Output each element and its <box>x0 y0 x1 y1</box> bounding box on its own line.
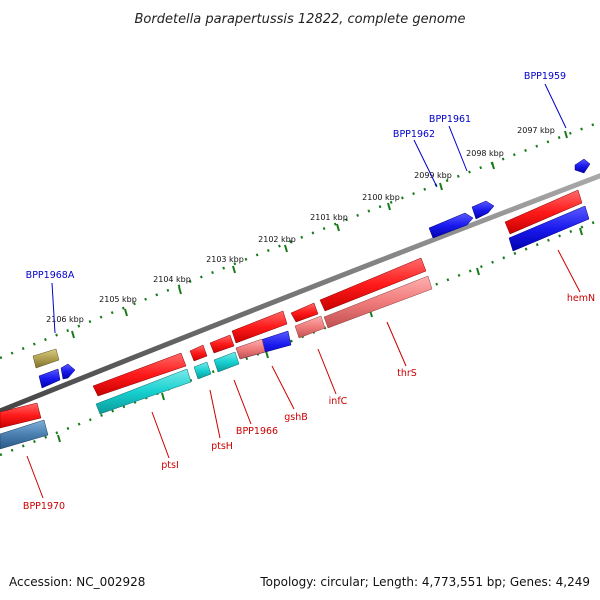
gene-arrow-hemn[interactable] <box>504 189 583 235</box>
ruler-tick-2105 <box>124 308 128 317</box>
ruler-label-2102: 2102 kbp <box>258 235 296 244</box>
ruler-tick-2097 <box>564 130 568 139</box>
leader-bpp1968a <box>51 282 56 334</box>
gene-label-bpp1962[interactable]: BPP1962 <box>393 129 435 140</box>
gene-arrow-bpp1966-cyan[interactable] <box>213 351 240 373</box>
ruler-label-2100: 2100 kbp <box>362 193 400 202</box>
gene-label-ptsh[interactable]: ptsH <box>211 441 233 452</box>
leader-bpp1966 <box>233 379 252 425</box>
ruler-lower-tick <box>579 227 583 236</box>
gene-label-bpp1970[interactable]: BPP1970 <box>23 501 65 512</box>
gene-arrow-blue-left-1[interactable] <box>38 368 61 389</box>
ruler-lower-tick <box>57 434 61 443</box>
ruler-label-2097: 2097 kbp <box>517 126 555 135</box>
genome-backbone <box>0 173 600 414</box>
ruler-lower-tick <box>161 392 165 401</box>
leader-bpp1962 <box>413 139 438 188</box>
gene-labels: BPP1959 BPP1961 BPP1962 BPP1968A hemN th… <box>23 71 595 512</box>
ruler-label-2106: 2106 kbp <box>46 315 84 324</box>
leader-bpp1959 <box>544 83 567 129</box>
ruler-label-2101: 2101 kbp <box>310 213 348 222</box>
gene-arrow-ptsi-cyan[interactable] <box>95 368 192 415</box>
ruler-lower-tick <box>476 267 480 276</box>
gene-label-bpp1968a[interactable]: BPP1968A <box>26 270 75 281</box>
leader-hemn <box>557 249 581 293</box>
gene-label-bpp1959[interactable]: BPP1959 <box>524 71 566 82</box>
gene-arrow-blue-left-2[interactable] <box>60 363 76 380</box>
genome-summary-text: Topology: circular; Length: 4,773,551 bp… <box>259 575 590 589</box>
gene-arrow-bpp1962[interactable] <box>428 212 474 239</box>
accession-text: Accession: NC_002928 <box>9 575 145 589</box>
leader-ptsi <box>151 411 170 459</box>
map-title: Bordetella parapertussis 12822, complete… <box>135 12 466 27</box>
gene-arrow-bpp1961[interactable] <box>471 200 495 220</box>
gene-arrow-ptsh[interactable] <box>189 344 208 362</box>
ruler-tick-2106 <box>71 330 75 339</box>
leader-ptsh <box>209 389 221 439</box>
leader-thrs <box>386 321 407 367</box>
ruler-label-2103: 2103 kbp <box>206 255 244 264</box>
gene-label-ptsi[interactable]: ptsI <box>161 460 179 471</box>
ruler-tick-2102 <box>284 244 288 253</box>
gene-arrow-ptsh-cyan[interactable] <box>193 361 212 380</box>
gene-label-hemn[interactable]: hemN <box>567 293 595 304</box>
gene-label-gshb[interactable]: gshB <box>284 412 308 423</box>
gene-arrow-gshb[interactable] <box>231 310 288 344</box>
leader-gshb <box>271 365 295 410</box>
ruler-label-2104: 2104 kbp <box>153 275 191 284</box>
leader-bpp1970 <box>26 455 44 499</box>
gene-label-infc[interactable]: infC <box>329 396 348 407</box>
gene-arrow-ptsi[interactable] <box>92 352 187 397</box>
gene-arrow-thrs-pink[interactable] <box>323 275 433 329</box>
gene-arrow-bpp1970-steel[interactable] <box>0 419 49 450</box>
gene-arrow-bpp1968a[interactable] <box>32 348 60 369</box>
gene-arrow-bpp1966[interactable] <box>209 334 235 354</box>
ruler-lower-tick <box>265 350 269 359</box>
leader-bpp1961 <box>448 125 468 172</box>
gene-arrow-infc[interactable] <box>290 302 319 323</box>
gene-arrow-gshb-pink[interactable] <box>235 338 266 360</box>
ruler-tick-2099 <box>439 182 443 191</box>
ruler-label-2099: 2099 kbp <box>414 171 452 180</box>
ruler-label-2105: 2105 kbp <box>99 295 137 304</box>
ruler-tick-2098 <box>491 161 495 170</box>
ruler-tick-2100 <box>387 202 391 211</box>
ruler-tick-2103 <box>232 265 236 274</box>
gene-arrow-blue-right[interactable] <box>508 205 590 252</box>
gene-arrow-infc-pink[interactable] <box>294 315 326 339</box>
gene-arrow-bpp1970[interactable] <box>0 402 42 429</box>
gene-label-bpp1961[interactable]: BPP1961 <box>429 114 471 125</box>
gene-arrow-bpp1959[interactable] <box>574 158 591 174</box>
ruler-lower-track <box>0 218 600 457</box>
gene-label-thrs[interactable]: thrS <box>397 368 417 379</box>
leader-infc <box>317 348 337 395</box>
reverse-strand-genes <box>0 189 590 450</box>
gene-arrow-thrs[interactable] <box>319 257 427 312</box>
ruler-label-2098: 2098 kbp <box>466 149 504 158</box>
gene-leader-lines <box>26 83 581 499</box>
ruler-tick-2101 <box>336 223 340 232</box>
gene-label-bpp1966[interactable]: BPP1966 <box>236 426 278 437</box>
forward-strand-genes <box>32 158 591 389</box>
ruler-tick-2104 <box>178 286 182 295</box>
